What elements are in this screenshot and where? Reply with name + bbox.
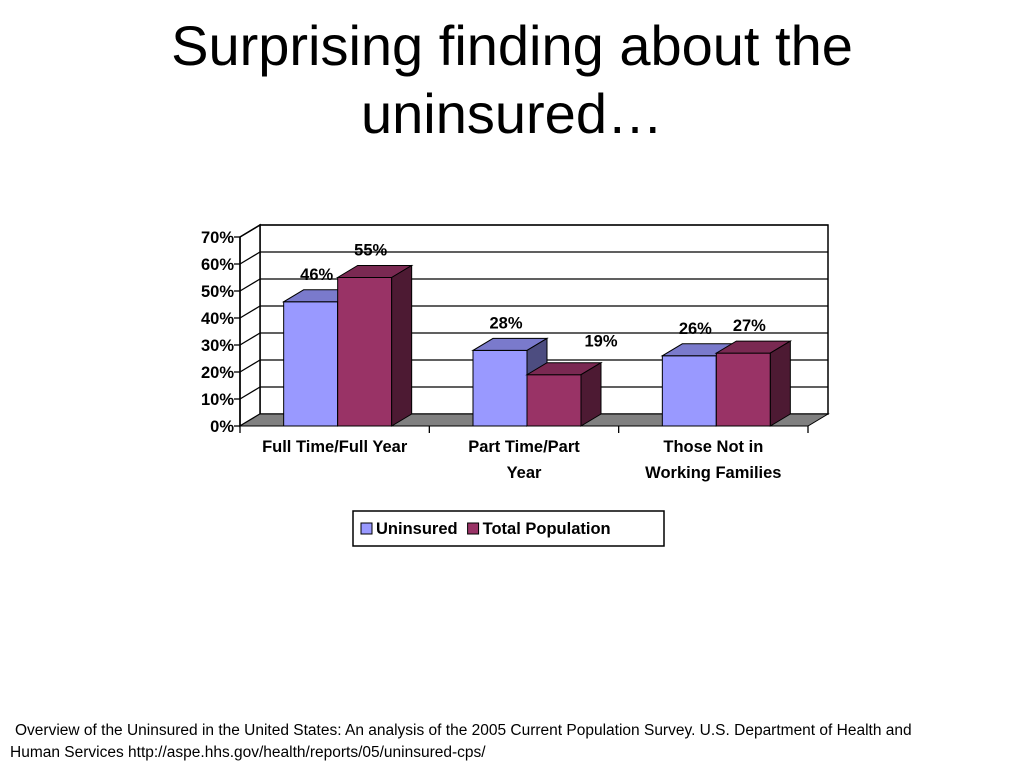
bar-side-total-population xyxy=(391,264,413,427)
slide-title-line-2: uninsured… xyxy=(361,82,663,145)
bar-front-uninsured xyxy=(661,355,717,427)
bar-front-uninsured xyxy=(472,349,528,427)
data-label: 55% xyxy=(354,242,387,260)
y-tick-label: 50% xyxy=(201,283,234,301)
bar-front-total-population xyxy=(337,277,393,427)
source-citation-line-1: Overview of the Uninsured in the United … xyxy=(15,722,912,739)
x-tick-label: Those Not in xyxy=(663,438,763,456)
y-tick-label: 0% xyxy=(210,418,234,436)
y-tick-label: 10% xyxy=(201,391,234,409)
x-tick-label: Working Families xyxy=(645,464,781,482)
slide-title-line-1: Surprising finding about the xyxy=(171,14,853,77)
data-label: 19% xyxy=(584,333,617,351)
source-citation-line-2: Human Services http://aspe.hhs.gov/healt… xyxy=(10,744,486,761)
gridline-side xyxy=(239,251,261,265)
y-tick-label: 30% xyxy=(201,337,234,355)
y-tick-label: 20% xyxy=(201,364,234,382)
bar-side-total-population xyxy=(580,361,602,427)
gridline-side xyxy=(239,305,261,319)
bar-side-total-population xyxy=(769,340,791,427)
source-citation: Overview of the Uninsured in the United … xyxy=(10,720,1010,764)
gridline-side xyxy=(239,278,261,292)
gridline-side xyxy=(239,386,261,400)
bar-front-total-population xyxy=(715,352,771,427)
side-wall xyxy=(239,223,261,428)
legend-box xyxy=(352,510,665,547)
data-label: 46% xyxy=(300,266,333,284)
legend-swatch-uninsured xyxy=(360,522,373,535)
data-label: 26% xyxy=(679,320,712,338)
x-tick-label: Part Time/Part xyxy=(468,438,580,456)
bar-front-uninsured xyxy=(283,301,339,427)
data-label: 28% xyxy=(489,314,522,332)
bar-front-total-population xyxy=(526,374,582,427)
legend-label-total-population: Total Population xyxy=(483,520,611,538)
slide-title: Surprising finding about the uninsured… xyxy=(0,12,1024,148)
legend-swatch-total-population xyxy=(467,522,480,535)
x-tick-label: Full Time/Full Year xyxy=(262,438,408,456)
y-tick-label: 60% xyxy=(201,256,234,274)
legend-label-uninsured: Uninsured xyxy=(376,520,458,538)
gridline-side xyxy=(239,359,261,373)
x-tick-label: Year xyxy=(507,464,542,482)
gridline-side xyxy=(239,224,261,238)
y-tick-label: 70% xyxy=(201,229,234,247)
gridline-side xyxy=(239,332,261,346)
data-label: 27% xyxy=(733,317,766,335)
y-tick-label: 40% xyxy=(201,310,234,328)
